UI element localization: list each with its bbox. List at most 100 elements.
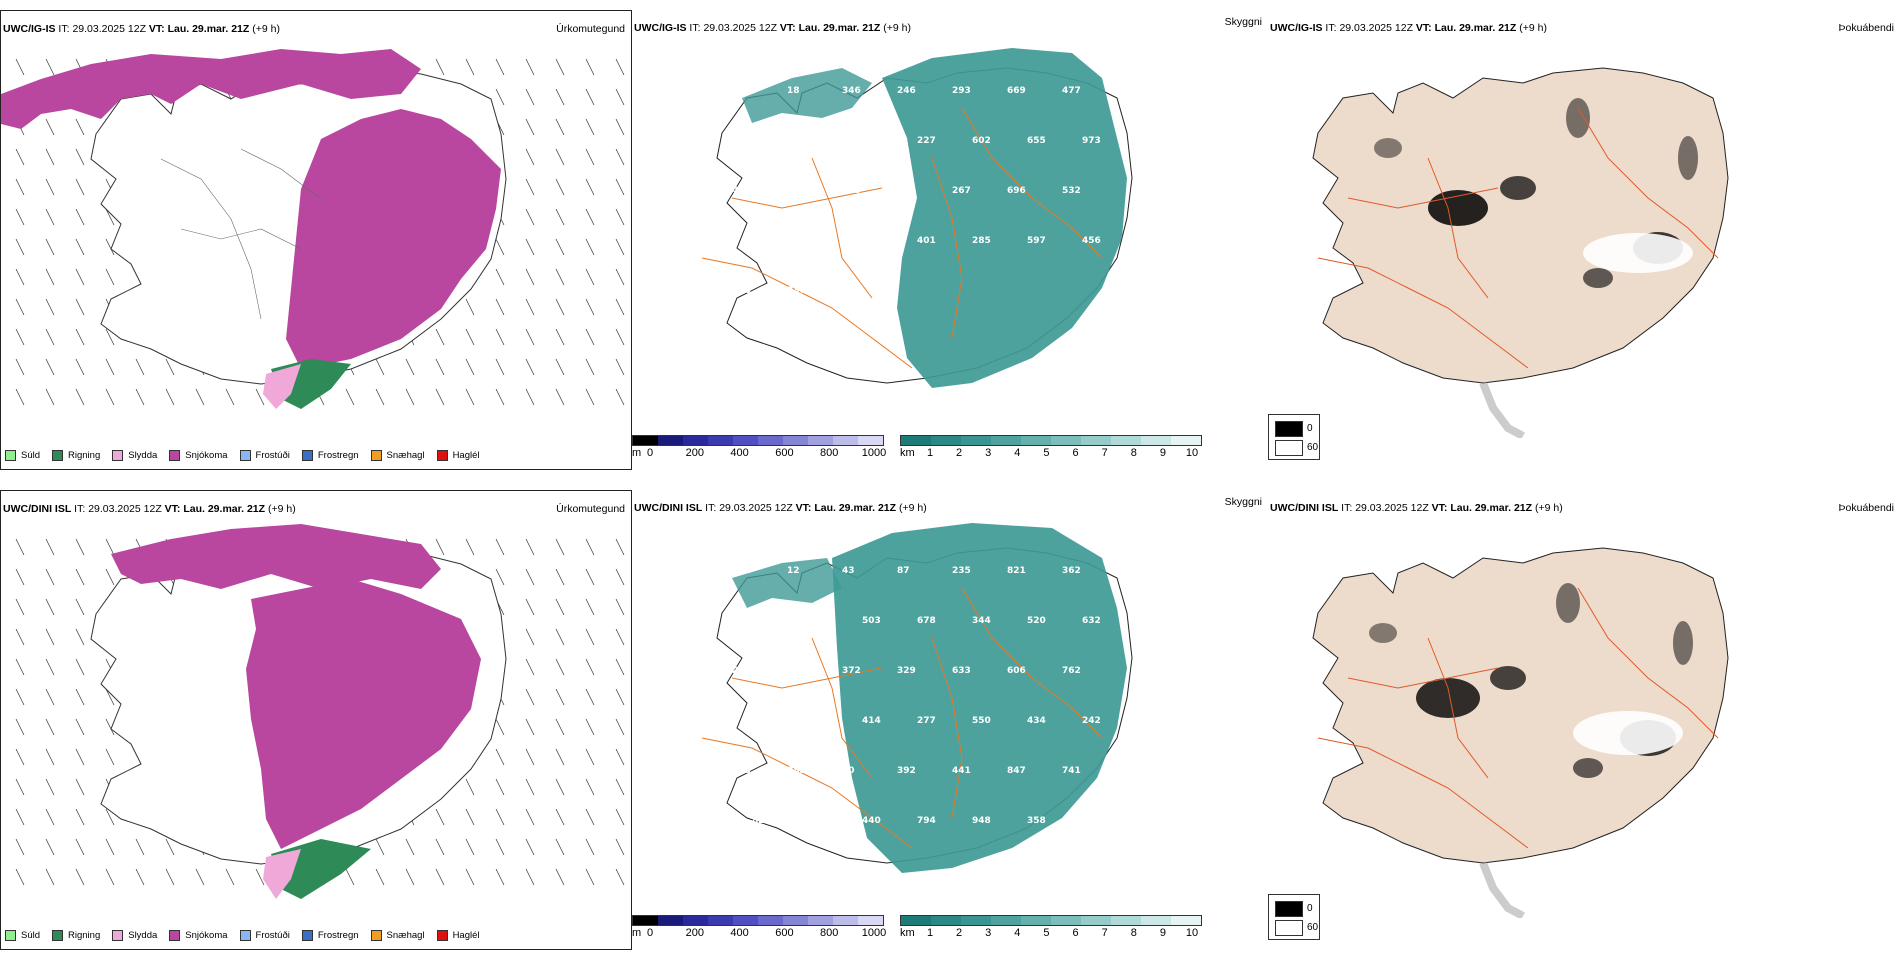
legend-swatch xyxy=(239,930,251,941)
legend-swatch xyxy=(112,450,124,461)
wind-barb xyxy=(495,388,505,406)
wind-barb xyxy=(375,388,385,406)
cloud-value-label: 18 xyxy=(787,86,800,96)
cloud-map: 201 12 43 87 235 821 362 371 387 503 678 344 520 632 2… xyxy=(701,523,1133,876)
lead-time: (+9 h) xyxy=(883,22,911,34)
wind-barb xyxy=(615,298,625,316)
legend-item-rigning: Rigning xyxy=(52,450,100,461)
wind-barb xyxy=(555,838,565,856)
colorbar-tick-label: 400 xyxy=(730,927,749,939)
colorbar-segment xyxy=(1051,916,1081,925)
wind-barb xyxy=(375,838,385,856)
wind-barb xyxy=(585,358,595,376)
wind-barb xyxy=(555,538,565,556)
colorbar-fill-meters xyxy=(632,915,884,926)
legend-item-snjokoma: Snjókoma xyxy=(169,930,228,941)
legend-label: Haglél xyxy=(452,930,480,941)
wind-barb xyxy=(615,868,625,886)
panel-header: UWC/DINI ISL IT: 29.03.2025 12Z VT: Lau.… xyxy=(1270,502,1563,514)
wind-barb xyxy=(525,658,535,676)
wind-barb xyxy=(615,598,625,616)
wind-barb xyxy=(75,148,85,166)
wind-barb xyxy=(585,658,595,676)
wind-barb xyxy=(615,178,625,196)
wind-barb xyxy=(585,568,595,586)
wind-barb xyxy=(45,718,55,736)
legend-item-sudl: Súld xyxy=(5,450,40,461)
wind-barb xyxy=(435,538,445,556)
legend-swatch xyxy=(436,930,448,941)
lead-time: (+9 h) xyxy=(898,502,927,514)
wind-barb xyxy=(585,208,595,226)
wind-barb xyxy=(495,538,505,556)
wind-barb xyxy=(105,358,115,376)
cloud-value-label: 246 xyxy=(897,86,916,96)
sleet-region-south xyxy=(263,849,301,899)
wind-barb xyxy=(45,568,55,586)
cloud-value-label: 408 xyxy=(807,136,826,146)
cloud-value-label: 230 xyxy=(787,286,806,296)
wind-barb xyxy=(75,238,85,256)
cloud-value-label: 633 xyxy=(952,666,971,676)
wind-barb xyxy=(585,718,595,736)
cloud-value-label: 69 xyxy=(842,286,855,296)
cloud-value-label: 277 xyxy=(917,716,936,726)
wind-barb xyxy=(525,718,535,736)
precip-type-panel: UWC/DINI ISL IT: 29.03.2025 12Z VT: Lau.… xyxy=(0,490,632,950)
colorbar-segment xyxy=(683,436,708,445)
cloud-value-label: 371 xyxy=(752,616,771,626)
colorbar-tick-label: 600 xyxy=(775,927,794,939)
wind-barb xyxy=(555,778,565,796)
colorbar-segment xyxy=(961,436,991,445)
fog-legend-low-label: 0 xyxy=(1307,423,1313,434)
wind-barb xyxy=(165,838,175,856)
iceland-outline xyxy=(1312,547,1729,864)
cloud-value-label: 696 xyxy=(1007,186,1026,196)
wind-barb xyxy=(45,838,55,856)
legend-item-slydda: Slydda xyxy=(112,930,157,941)
colorbar-segment xyxy=(1021,916,1051,925)
wind-barb xyxy=(45,598,55,616)
wind-barb xyxy=(225,388,235,406)
wind-barb xyxy=(15,388,25,406)
sleet-region-south xyxy=(263,364,301,409)
legend-swatch xyxy=(112,930,124,941)
wind-barb xyxy=(165,388,175,406)
vt-value: Lau. 29.mar. 21Z xyxy=(1450,502,1533,514)
wind-barb xyxy=(15,718,25,736)
colorbar-unit: m xyxy=(632,447,642,459)
it-value: 29.03.2025 12Z xyxy=(703,22,777,34)
wind-barb xyxy=(75,718,85,736)
wind-barb xyxy=(255,388,265,406)
wind-barb xyxy=(525,688,535,706)
wind-barb xyxy=(615,748,625,766)
wind-barb xyxy=(135,388,145,406)
colorbar-segment xyxy=(758,436,783,445)
wind-barb xyxy=(585,178,595,196)
legend-label: Súld xyxy=(21,450,41,461)
wind-barb xyxy=(615,658,625,676)
wind-barb xyxy=(105,268,115,286)
cloud-value-label: 533 xyxy=(732,766,751,776)
model-name: UWC/DINI ISL xyxy=(634,502,703,514)
colorbar-segment xyxy=(1171,436,1201,445)
wind-barb xyxy=(75,208,85,226)
legend-swatch xyxy=(169,450,181,461)
model-name: UWC/IG-IS xyxy=(3,23,56,35)
legend-item-haglel: Haglél xyxy=(436,930,480,941)
wind-barb xyxy=(585,58,595,76)
cloud-value-label: 520 xyxy=(1027,616,1046,626)
lead-time: (+9 h) xyxy=(1534,502,1563,514)
cloud-colorbar-km: km 1 2 3 4 5 6 7 8 9 10 xyxy=(900,915,1202,945)
cloud-value-label: 43 xyxy=(842,566,855,576)
precip-panel-title: Úrkomutegund xyxy=(556,503,625,515)
wind-barb xyxy=(45,538,55,556)
snow-region-north xyxy=(1,49,421,129)
fog-legend-high-label: 60 xyxy=(1307,922,1319,933)
legend-item-snaehagl: Snæhagl xyxy=(370,930,425,941)
legend-label: Frostúði xyxy=(255,930,290,941)
wind-barb xyxy=(585,118,595,136)
wind-barb xyxy=(585,268,595,286)
legend-label: Snjókoma xyxy=(185,930,228,941)
wind-barb xyxy=(615,778,625,796)
